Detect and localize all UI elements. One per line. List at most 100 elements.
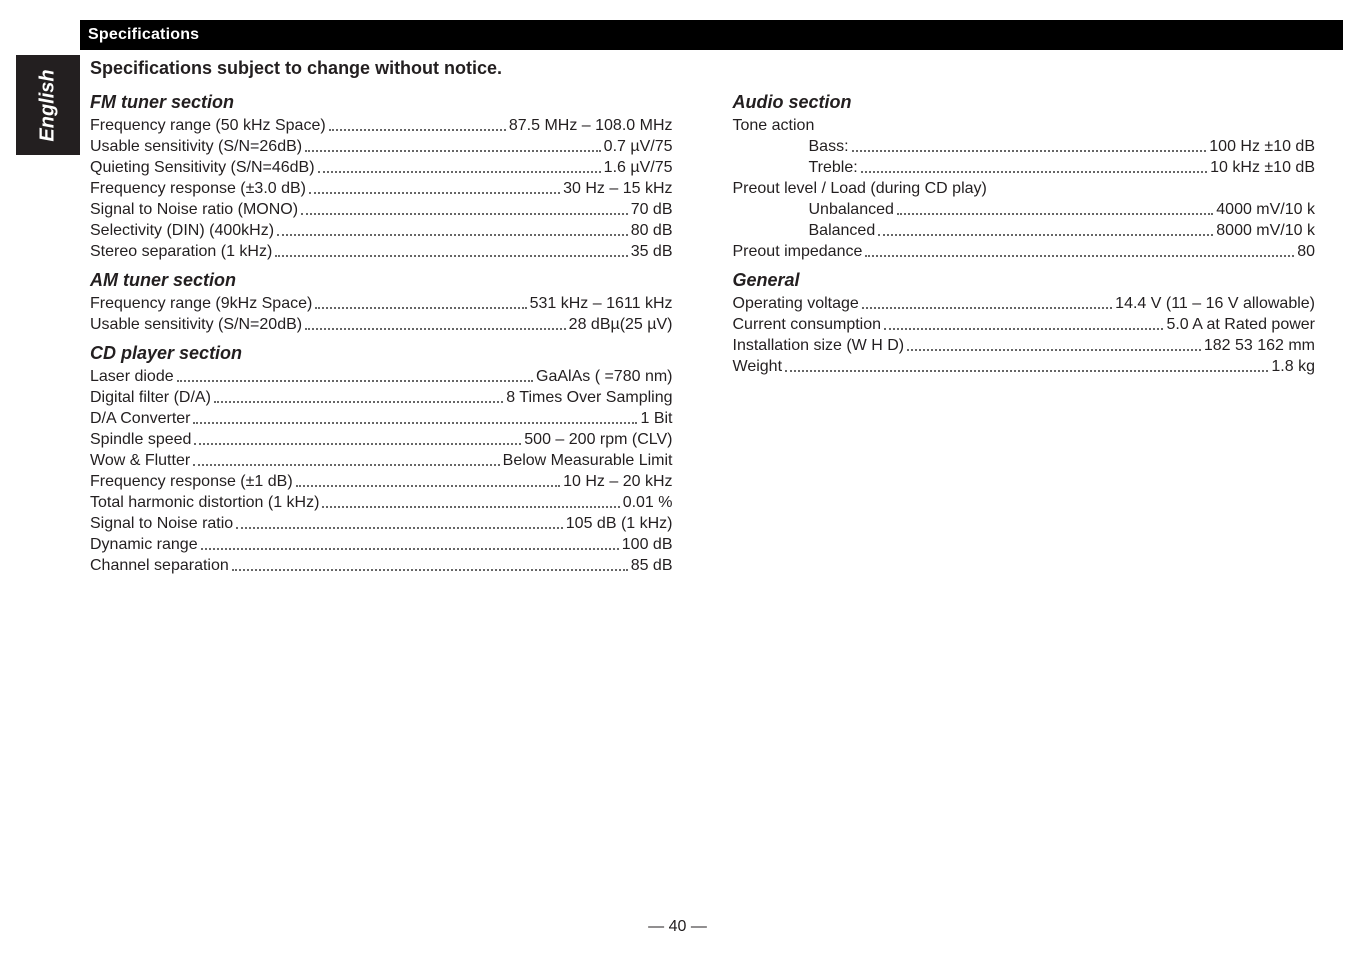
spec-line: Balanced8000 mV/10 k: [733, 220, 1316, 241]
spec-line: Signal to Noise ratio105 dB (1 kHz): [90, 513, 673, 534]
leader-dots: [907, 349, 1201, 351]
spec-label: Operating voltage: [733, 293, 859, 314]
spec-label: Balanced: [809, 220, 876, 241]
spec-line: Bass:100 Hz ±10 dB: [733, 136, 1316, 157]
subtitle: Specifications subject to change without…: [90, 58, 502, 79]
spec-line: Digital filter (D/A)8 Times Over Samplin…: [90, 387, 673, 408]
spec-label: Dynamic range: [90, 534, 198, 555]
spec-label: Frequency response (±3.0 dB): [90, 178, 306, 199]
spec-line: Frequency response (±3.0 dB) 30 Hz – 15 k…: [90, 178, 673, 199]
spec-label: D/A Converter: [90, 408, 190, 429]
spec-line: Laser diodeGaAlAs ( =780 nm): [90, 366, 673, 387]
leader-dots: [193, 422, 637, 424]
spec-value: 0.01 %: [623, 492, 673, 513]
spec-label: Signal to Noise ratio: [90, 513, 233, 534]
topbar-title: Specifications: [88, 26, 199, 44]
spec-value: 4000 mV/10 k: [1216, 199, 1315, 220]
leader-dots: [296, 485, 560, 487]
section-title: FM tuner section: [90, 92, 673, 113]
spec-label: Wow & Flutter: [90, 450, 190, 471]
section-title: CD player section: [90, 343, 673, 364]
leader-dots: [878, 234, 1213, 236]
section-title: AM tuner section: [90, 270, 673, 291]
spec-line: D/A Converter1 Bit: [90, 408, 673, 429]
spec-value: 80: [1297, 241, 1315, 262]
spec-label: Stereo separation (1 kHz): [90, 241, 272, 262]
spec-line: Preout level / Load (during CD play): [733, 178, 1316, 199]
spec-line: Frequency range (50 kHz Space)87.5 MHz –…: [90, 115, 673, 136]
spec-value: 100 dB: [622, 534, 673, 555]
spec-value: 100 Hz ±10 dB: [1209, 136, 1315, 157]
leader-dots: [329, 129, 506, 131]
spec-line: Signal to Noise ratio (MONO) 70 dB: [90, 199, 673, 220]
spec-value: 10 Hz – 20 kHz: [563, 471, 672, 492]
spec-label: Weight: [733, 356, 783, 377]
leader-dots: [277, 234, 628, 236]
section-title: Audio section: [733, 92, 1316, 113]
page-number: — 40 —: [0, 918, 1355, 936]
leader-dots: [305, 328, 566, 330]
spec-value: 1.6 µV/75: [604, 157, 673, 178]
spec-line: Channel separation 85 dB: [90, 555, 673, 576]
leader-dots: [318, 171, 601, 173]
leader-dots: [862, 307, 1112, 309]
leader-dots: [193, 464, 499, 466]
leader-dots: [301, 213, 628, 215]
language-tab-label: English: [37, 69, 60, 141]
spec-label: Preout impedance: [733, 241, 863, 262]
spec-line: Unbalanced 4000 mV/10 k: [733, 199, 1316, 220]
leader-dots: [315, 307, 526, 309]
spec-label: Signal to Noise ratio (MONO): [90, 199, 298, 220]
spec-line: Stereo separation (1 kHz)35 dB: [90, 241, 673, 262]
spec-value: 8 Times Over Sampling: [506, 387, 672, 408]
right-column: Audio sectionTone actionBass:100 Hz ±10 …: [733, 84, 1316, 576]
spec-label: Selectivity (DIN) (400kHz): [90, 220, 274, 241]
spec-line: Spindle speed 500 – 200 rpm (CLV): [90, 429, 673, 450]
spec-line: Dynamic range 100 dB: [90, 534, 673, 555]
spec-line: Operating voltage 14.4 V (11 – 16 V allow…: [733, 293, 1316, 314]
spec-value: 70 dB: [631, 199, 673, 220]
leader-dots: [785, 370, 1268, 372]
spec-line: Tone action: [733, 115, 1316, 136]
leader-dots: [861, 171, 1207, 173]
spec-value: 14.4 V (11 – 16 V allowable): [1115, 293, 1315, 314]
spec-label: Treble:: [809, 157, 858, 178]
leader-dots: [305, 150, 601, 152]
spec-line: Frequency response (±1 dB)10 Hz – 20 kHz: [90, 471, 673, 492]
spec-label: Usable sensitivity (S/N=26dB): [90, 136, 302, 157]
spec-value: 0.7 µV/75: [604, 136, 673, 157]
spec-label: Frequency range (50 kHz Space): [90, 115, 326, 136]
leader-dots: [177, 380, 533, 382]
leader-dots: [884, 328, 1163, 330]
language-tab: English: [16, 55, 80, 155]
spec-value: 10 kHz ±10 dB: [1210, 157, 1315, 178]
leader-dots: [852, 150, 1207, 152]
spec-value: 1.8 kg: [1271, 356, 1315, 377]
spec-value: 30 Hz – 15 kHz: [563, 178, 672, 199]
spec-label: Preout level / Load (during CD play): [733, 178, 987, 199]
spec-value: 85 dB: [631, 555, 673, 576]
spec-line: Treble: 10 kHz ±10 dB: [733, 157, 1316, 178]
spec-line: Wow & FlutterBelow Measurable Limit: [90, 450, 673, 471]
leader-dots: [236, 527, 563, 529]
spec-line: Weight 1.8 kg: [733, 356, 1316, 377]
leader-dots: [322, 506, 619, 508]
spec-value: 5.0 A at Rated power: [1166, 314, 1315, 335]
spec-line: Usable sensitivity (S/N=26dB) 0.7 µV/75: [90, 136, 673, 157]
spec-label: Current consumption: [733, 314, 882, 335]
spec-value: 500 – 200 rpm (CLV): [524, 429, 672, 450]
spec-label: Frequency range (9kHz Space): [90, 293, 312, 314]
spec-label: Total harmonic distortion (1 kHz): [90, 492, 319, 513]
spec-label: Unbalanced: [809, 199, 894, 220]
leader-dots: [275, 255, 627, 257]
spec-label: Spindle speed: [90, 429, 191, 450]
columns: FM tuner sectionFrequency range (50 kHz …: [90, 84, 1315, 576]
leader-dots: [194, 443, 521, 445]
leader-dots: [201, 548, 619, 550]
spec-line: Usable sensitivity (S/N=20dB)28 dBµ(25 µ…: [90, 314, 673, 335]
spec-label: Usable sensitivity (S/N=20dB): [90, 314, 302, 335]
spec-line: Total harmonic distortion (1 kHz) 0.01 %: [90, 492, 673, 513]
spec-line: Current consumption 5.0 A at Rated power: [733, 314, 1316, 335]
spec-value: GaAlAs ( =780 nm): [536, 366, 673, 387]
spec-label: Channel separation: [90, 555, 229, 576]
